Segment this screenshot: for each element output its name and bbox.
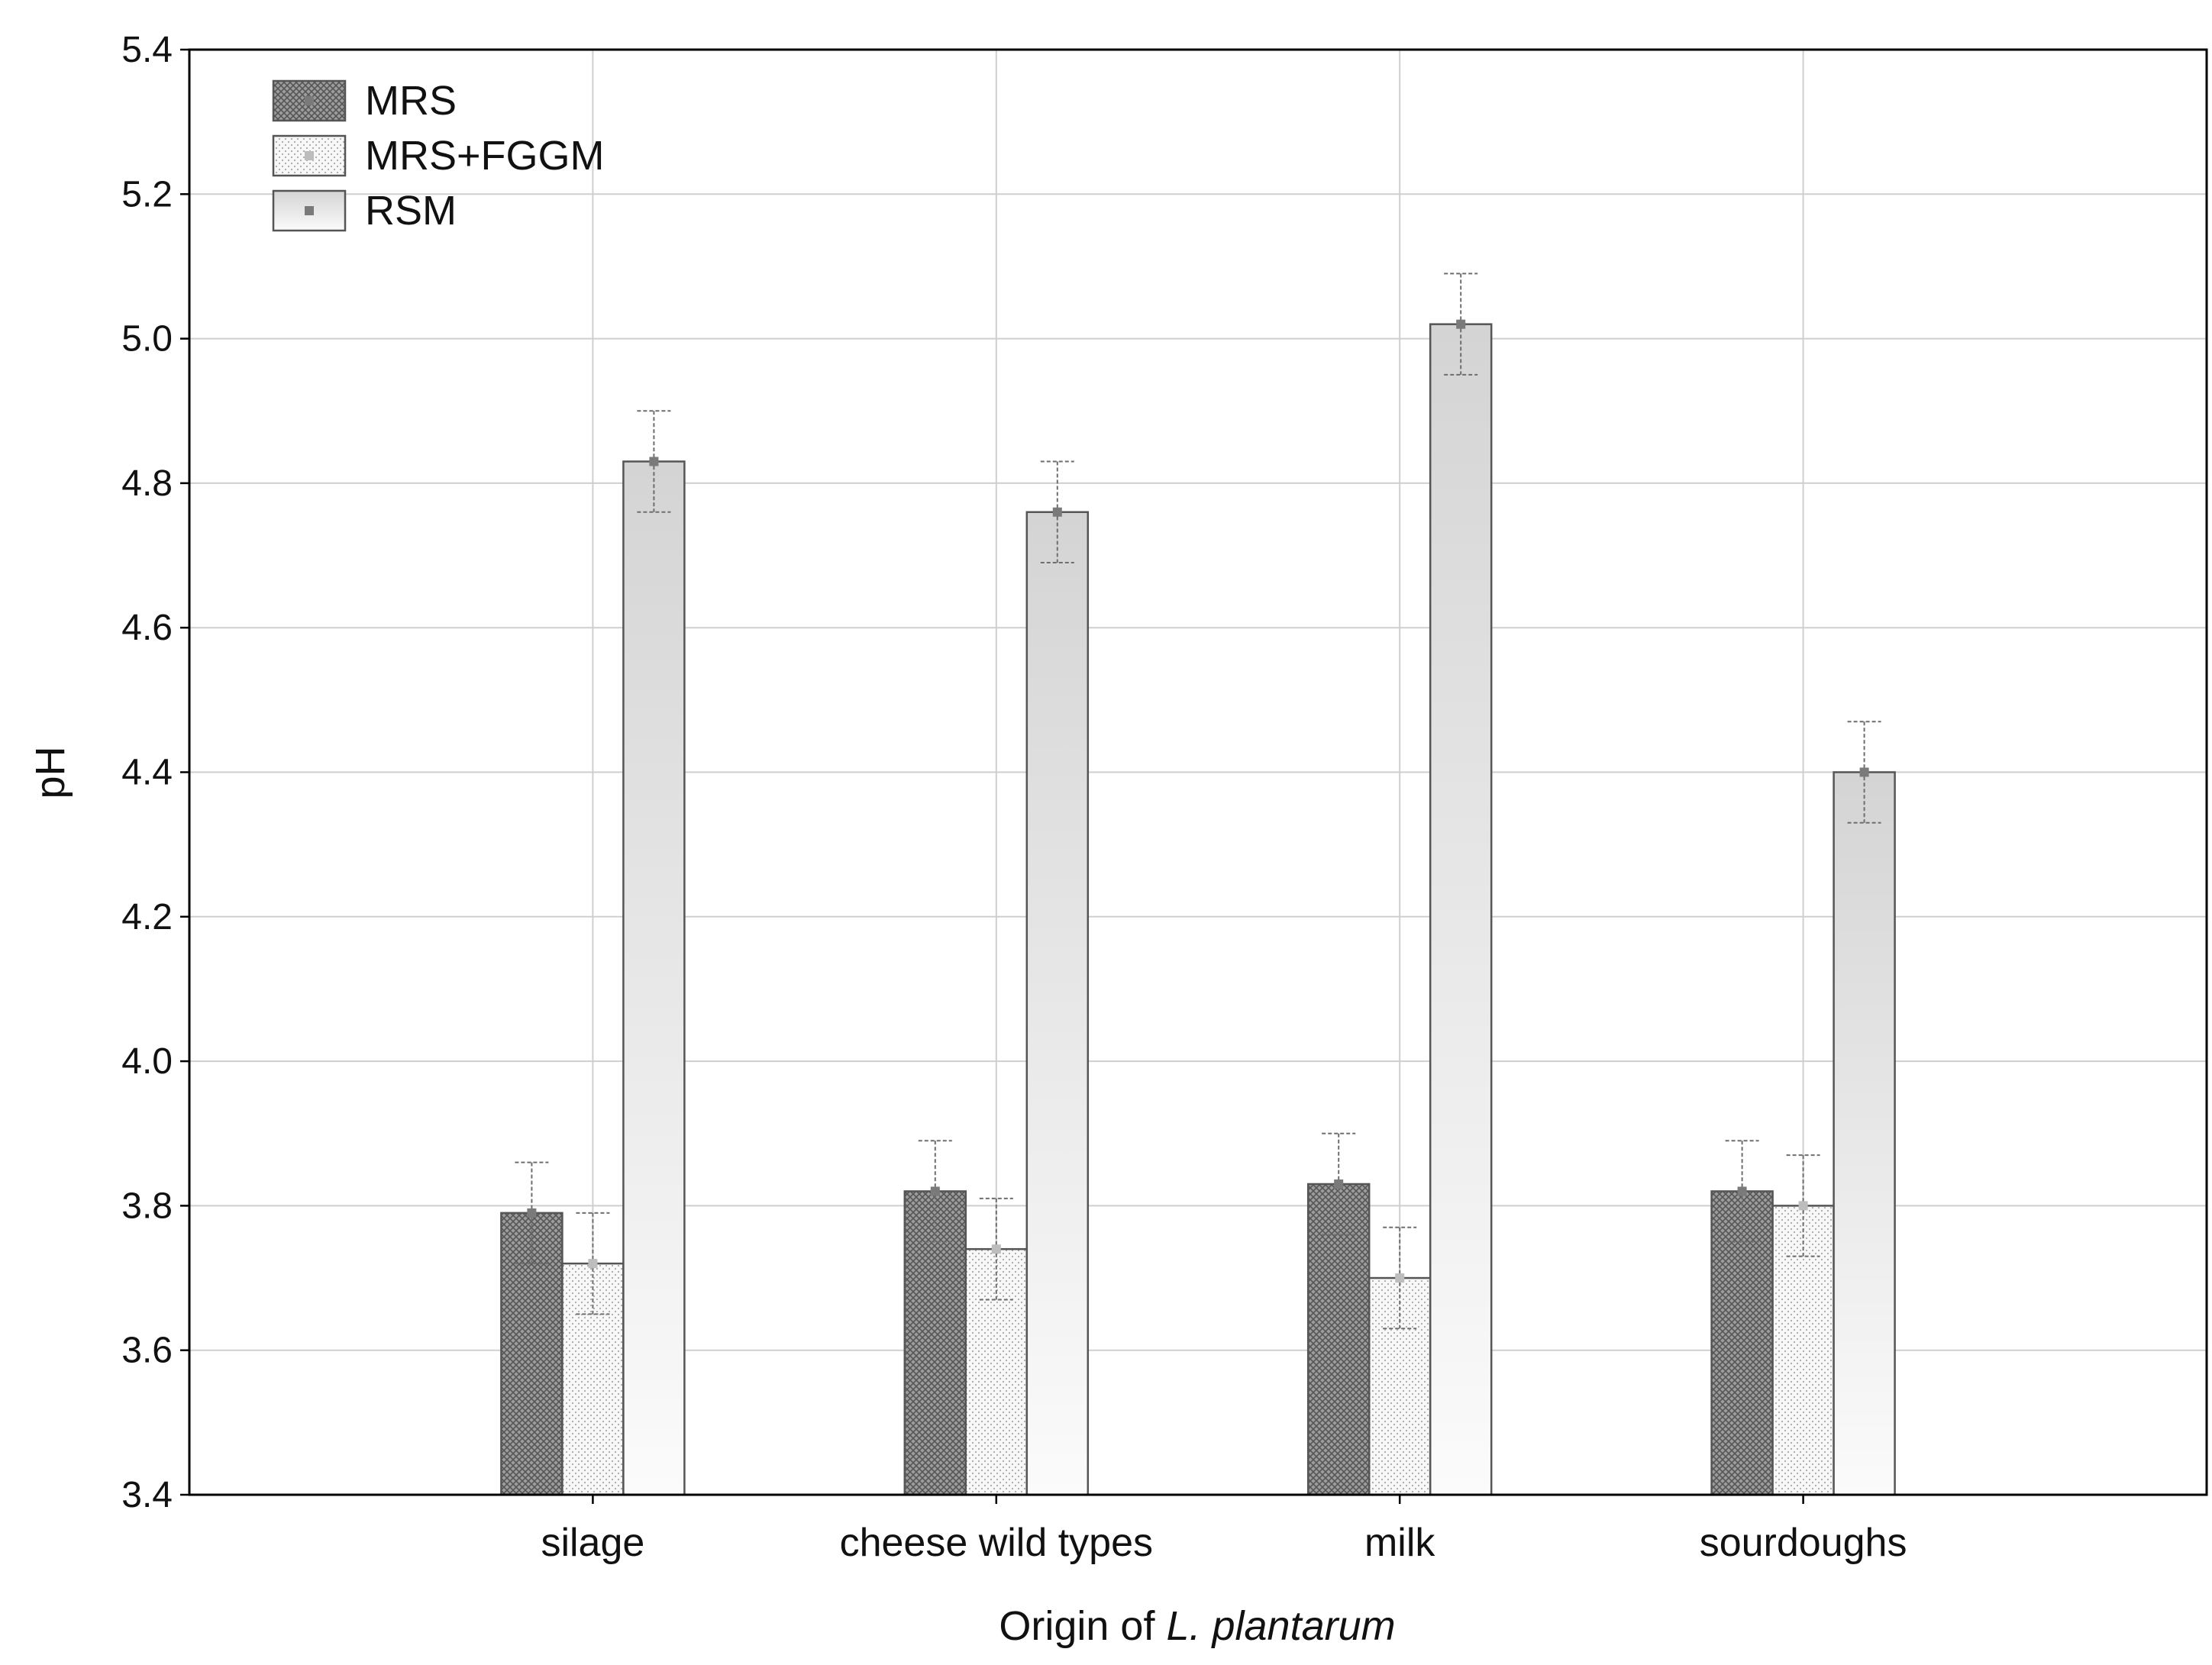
mean-marker — [1334, 1179, 1344, 1189]
legend-label: MRS — [365, 78, 457, 124]
bar — [561, 1262, 625, 1496]
legend: MRS MRS+FGGM RSM — [272, 78, 605, 234]
y-tick-label: 3.6 — [121, 1331, 173, 1371]
mean-marker — [1859, 767, 1869, 777]
bar — [1306, 1183, 1371, 1496]
mean-marker — [527, 1208, 537, 1218]
y-tick-label: 4.0 — [121, 1041, 173, 1082]
bar — [622, 460, 686, 1496]
mean-marker — [991, 1244, 1001, 1254]
mean-marker — [930, 1186, 940, 1196]
legend-marker — [305, 206, 314, 215]
gridlines — [189, 50, 2207, 1495]
y-tick-label: 4.2 — [121, 897, 173, 937]
y-axis: 3.4 3.6 3.8 4.0 4.2 4.4 4.6 4.8 5.0 5.2 5.4 — [121, 30, 189, 1515]
x-axis: silage cheese wild types milk sourdoughs — [541, 1495, 1907, 1565]
x-axis-title-italic: L. plantarum — [1166, 1603, 1395, 1649]
mean-marker — [1395, 1273, 1405, 1283]
x-axis-title-prefix: Origin of — [999, 1603, 1166, 1649]
bar — [1025, 511, 1090, 1496]
y-tick-label: 4.8 — [121, 463, 173, 504]
y-axis-title: pH — [27, 746, 73, 799]
mean-marker — [649, 457, 659, 466]
mean-marker — [588, 1259, 598, 1269]
y-tick-label: 4.4 — [121, 753, 173, 793]
mean-marker — [1737, 1186, 1747, 1196]
legend-marker — [305, 151, 314, 160]
x-axis-title: Origin of L. plantarum — [999, 1603, 1395, 1649]
bar — [903, 1190, 967, 1496]
mean-marker — [1798, 1201, 1808, 1211]
bars — [500, 323, 1896, 1496]
error-bars — [515, 273, 1881, 1330]
legend-label: RSM — [365, 188, 457, 234]
y-tick-label: 3.8 — [121, 1186, 173, 1226]
x-tick-label: cheese wild types — [840, 1521, 1153, 1565]
y-tick-label: 5.4 — [121, 30, 173, 70]
y-tick-label: 5.2 — [121, 174, 173, 215]
bar — [1833, 771, 1896, 1496]
y-tick-label: 3.4 — [121, 1475, 173, 1515]
legend-label: MRS+FGGM — [365, 133, 605, 179]
mean-marker — [1052, 507, 1062, 517]
x-tick-label: milk — [1364, 1521, 1435, 1565]
bar — [1429, 323, 1493, 1496]
legend-marker — [305, 96, 314, 105]
mean-marker — [1456, 319, 1466, 329]
x-tick-label: sourdoughs — [1700, 1521, 1907, 1565]
y-tick-label: 4.6 — [121, 608, 173, 648]
y-tick-label: 5.0 — [121, 319, 173, 360]
x-tick-label: silage — [541, 1521, 644, 1565]
bar — [1710, 1190, 1774, 1496]
